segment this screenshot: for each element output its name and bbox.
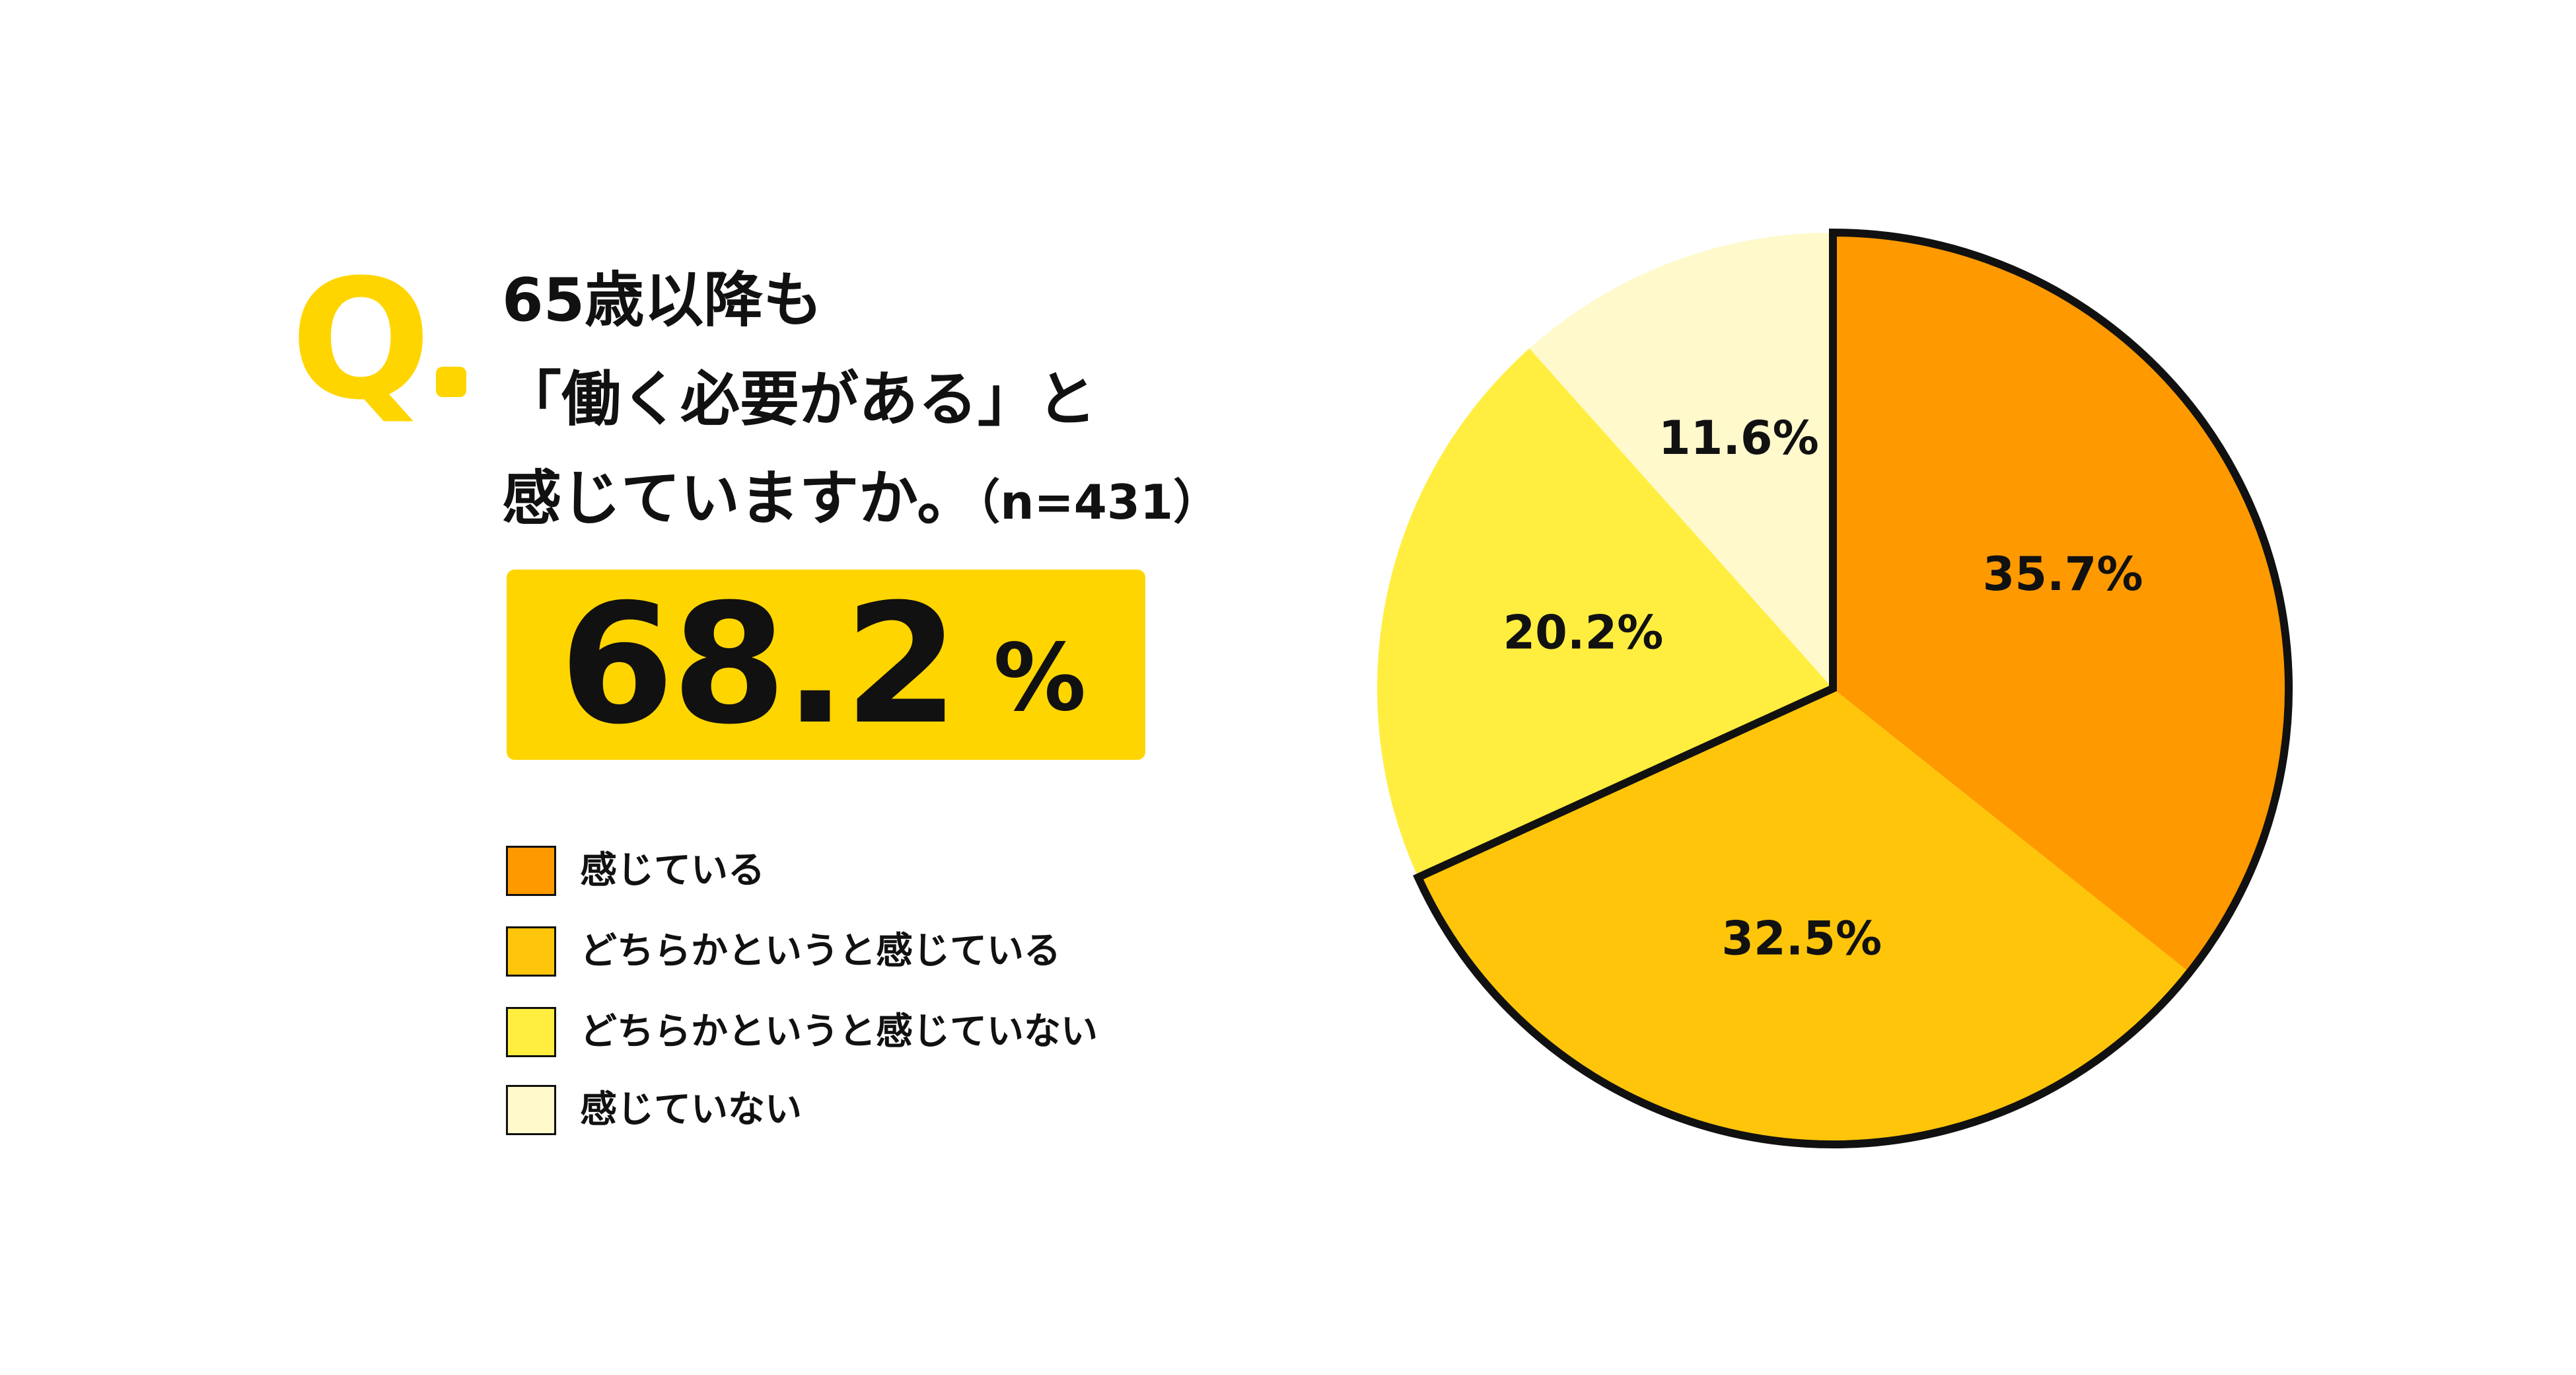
pie-slice [1418, 688, 2190, 1144]
question-text: 65歳以降も 「働く必要がある」と 感じていますか。（n=431） [502, 251, 1328, 552]
legend-item: どちらかというと感じている [506, 926, 1299, 979]
slice-value-label: 32.5% [1721, 912, 1882, 966]
question-dot-icon [436, 367, 466, 397]
highlight-value: 68.2 [559, 568, 959, 761]
pie-slice [1833, 233, 2289, 973]
question-line-2: 「働く必要がある」と [502, 365, 1096, 434]
legend-swatch [506, 1085, 556, 1135]
legend-swatch [506, 926, 556, 977]
pie-slice [1377, 348, 1833, 877]
legend-swatch [506, 846, 556, 896]
question-line-1: 65歳以降も [502, 266, 823, 335]
legend-label: 感じていない [580, 1088, 802, 1131]
legend-swatch [506, 1007, 556, 1057]
highlight-unit: % [993, 624, 1087, 732]
highlight-box: 68.2 % [507, 570, 1145, 760]
legend-label: どちらかというと感じていない [580, 1010, 1098, 1053]
slice-value-label: 11.6% [1659, 411, 1819, 465]
sample-size: （n=431） [976, 474, 1221, 530]
question-line-3-text: 感じていますか。 [502, 464, 977, 533]
legend-item: 感じていない [506, 1085, 1299, 1138]
legend-item: 感じている [506, 846, 1299, 899]
legend-label: 感じている [580, 849, 765, 892]
slice-value-label: 20.2% [1503, 605, 1663, 659]
pie-group-outline [1413, 228, 2293, 1148]
legend-label: どちらかというと感じている [580, 930, 1061, 973]
question-line-3: 感じていますか。（n=431） [502, 449, 1328, 552]
slice-value-label: 35.7% [1983, 547, 2143, 601]
question-mark-icon: Q [291, 244, 431, 436]
legend-item: どちらかというと感じていない [506, 1007, 1299, 1060]
pie-slice [1529, 233, 1833, 688]
